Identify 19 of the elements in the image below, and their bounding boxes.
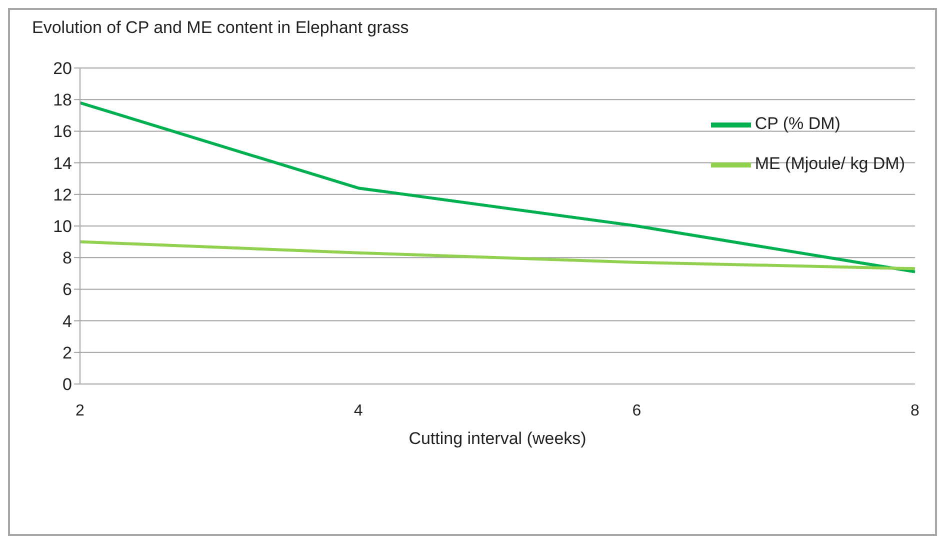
x-tick-label: 6 xyxy=(632,402,642,420)
x-tick-label: 4 xyxy=(354,402,363,420)
y-tick-label: 2 xyxy=(62,343,72,362)
y-tick-label: 16 xyxy=(53,122,72,142)
legend-label: ME (Mjoule/ kg DM) xyxy=(754,154,905,174)
y-tick-label: 8 xyxy=(62,248,72,268)
y-tick-label: 14 xyxy=(53,154,72,173)
y-tick-label: 6 xyxy=(62,280,72,300)
y-tick-label: 4 xyxy=(62,312,72,331)
y-tick-label: 10 xyxy=(53,217,72,236)
y-tick-label: 18 xyxy=(53,90,72,110)
x-tick-label: 8 xyxy=(910,402,920,420)
chart-title: Evolution of CP and ME content in Elephant grass xyxy=(32,18,409,38)
y-tick-label: 12 xyxy=(53,185,72,204)
y-tick-label: 20 xyxy=(53,59,72,78)
y-tick-label: 0 xyxy=(62,375,72,394)
legend-label: CP (% DM) xyxy=(754,114,840,134)
x-tick-label: 2 xyxy=(76,402,85,420)
x-axis-title: Cutting interval (weeks) xyxy=(408,429,586,448)
